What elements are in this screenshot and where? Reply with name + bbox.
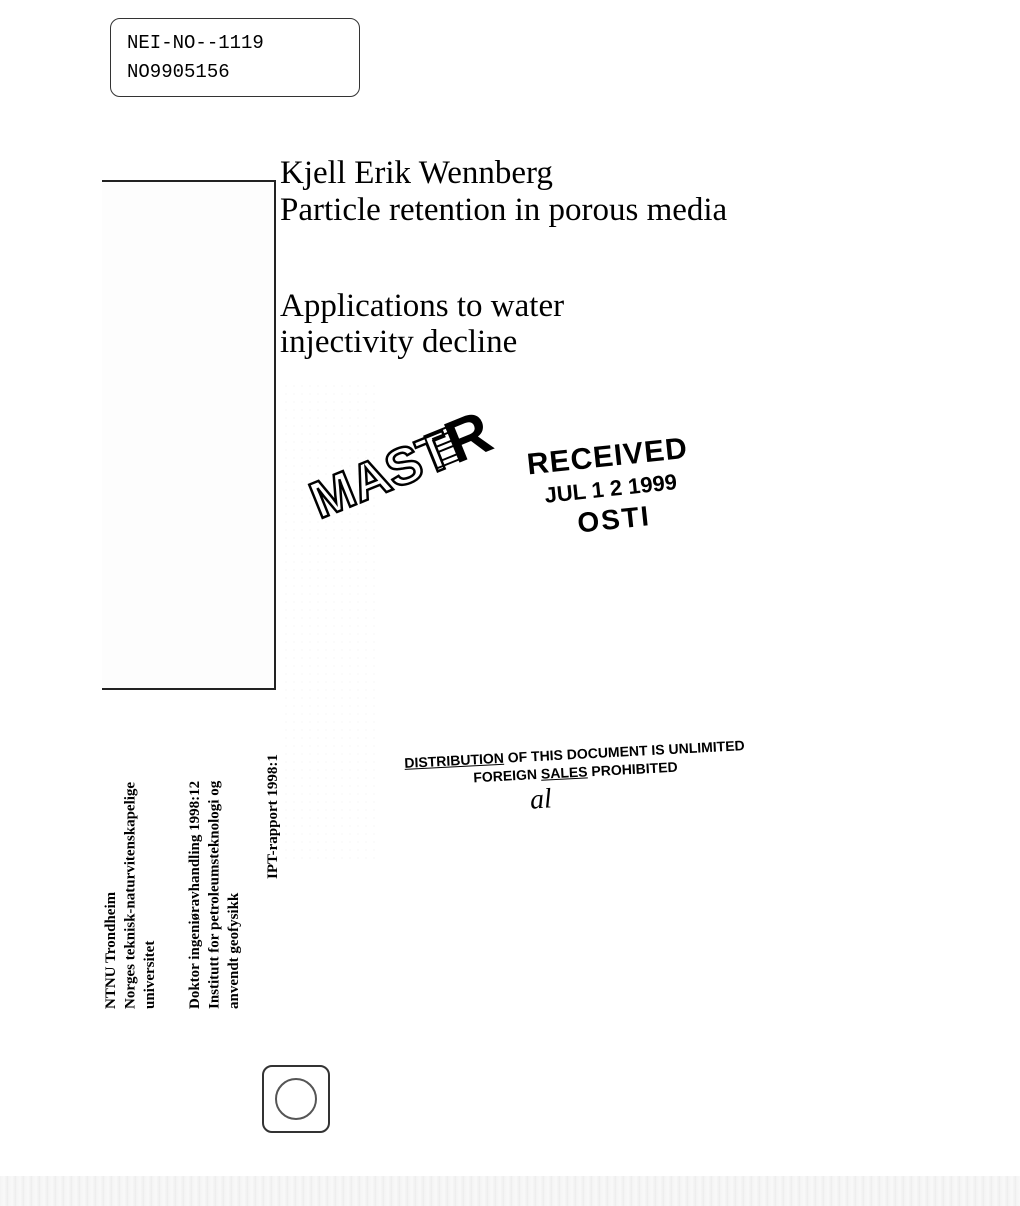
- institution-vertical-text: NTNU Trondheim Norges teknisk-naturviten…: [102, 704, 164, 1009]
- master-stamp-svg: MAST R E: [290, 390, 510, 540]
- thesis-title: Particle retention in porous media: [280, 192, 800, 230]
- thesis-line1: Doktor ingeniøravhandling 1998:12: [187, 781, 203, 1009]
- inst-line2: Norges teknisk-naturvitenskapelige: [123, 782, 139, 1009]
- thesis-subtitle: Applications to water injectivity declin…: [280, 288, 660, 361]
- distribution-stamp: DISTRIBUTION OF THIS DOCUMENT IS UNLIMIT…: [399, 736, 750, 791]
- inst-line3: universitet: [142, 941, 158, 1009]
- master-stamp: MAST R E: [290, 390, 510, 540]
- dist2-mid: SALES: [540, 764, 587, 782]
- bottom-scan-noise: [0, 1176, 1020, 1206]
- report-id-2: NO9905156: [127, 58, 333, 87]
- author-name: Kjell Erik Wennberg: [280, 155, 553, 192]
- ntnu-logo-icon: [262, 1065, 330, 1133]
- thesis-vertical-text: Doktor ingeniøravhandling 1998:12 Instit…: [186, 704, 250, 1009]
- report-label: IPT-rapport 1998:1: [265, 754, 281, 879]
- side-grey-box: [102, 180, 276, 690]
- thesis-line2: Institutt for petroleumsteknologi og: [207, 781, 223, 1009]
- report-id-1: NEI-NO--1119: [127, 29, 333, 58]
- report-id-box: NEI-NO--1119 NO9905156: [110, 18, 360, 97]
- report-vertical-text: IPT-rapport 1998:1: [264, 704, 284, 879]
- thesis-line3: anvendt geofysikk: [226, 893, 242, 1009]
- ntnu-logo-inner-icon: [275, 1078, 317, 1120]
- dist2-pre: FOREIGN: [473, 766, 541, 786]
- dist2-post: PROHIBITED: [587, 759, 678, 780]
- received-stamp: RECEIVED JUL 1 2 1999 OSTI: [525, 432, 696, 544]
- handwritten-initials: al: [529, 783, 553, 816]
- inst-line1: NTNU Trondheim: [103, 892, 119, 1009]
